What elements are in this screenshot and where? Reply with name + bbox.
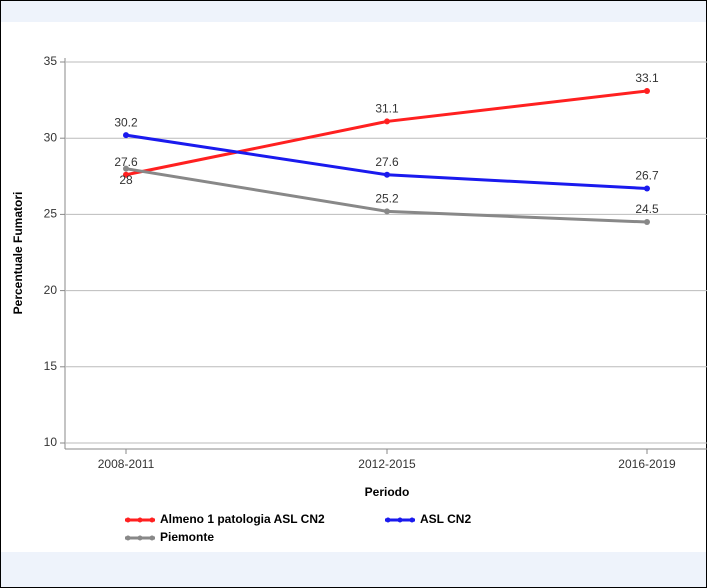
point — [384, 171, 390, 178]
legend-label: Almeno 1 patologia ASL CN2 — [160, 512, 325, 526]
data-label: 24.5 — [635, 202, 659, 216]
legend-dot — [137, 517, 143, 523]
x-tick-label: 2012-2015 — [358, 457, 416, 471]
x-axis-title: Periodo — [365, 485, 410, 499]
y-tick-label: 20 — [44, 283, 58, 297]
legend-dot — [385, 517, 391, 523]
legend-dot — [125, 517, 131, 523]
point — [123, 165, 129, 172]
x-tick-label: 2016-2019 — [618, 457, 676, 471]
top-band — [0, 0, 707, 22]
legend-label: ASL CN2 — [420, 512, 471, 526]
legend-dot — [397, 517, 403, 523]
y-tick-label: 10 — [44, 435, 58, 449]
data-label: 27.6 — [114, 155, 138, 169]
y-tick-label: 35 — [44, 54, 58, 68]
data-label: 25.2 — [375, 192, 399, 206]
legend-dot — [149, 535, 155, 541]
data-label: 26.7 — [635, 169, 659, 183]
data-label: 27.6 — [375, 155, 399, 169]
data-label: 33.1 — [635, 71, 659, 85]
legend-dot — [137, 535, 143, 541]
point — [384, 208, 390, 215]
point — [644, 87, 650, 94]
data-label: 31.1 — [375, 102, 399, 116]
y-axis-title: Percentuale Fumatori — [11, 192, 25, 315]
point — [384, 118, 390, 125]
y-tick-label: 25 — [44, 207, 58, 221]
legend-dot — [409, 517, 415, 523]
x-tick-label: 2008-2011 — [98, 457, 155, 471]
legend-dot — [125, 535, 131, 541]
data-label: 28 — [119, 173, 133, 187]
legend-dot — [149, 517, 155, 523]
point — [123, 171, 129, 178]
y-tick-label: 30 — [44, 130, 58, 144]
point — [123, 132, 129, 139]
point — [644, 219, 650, 226]
legend-label: Piemonte — [160, 530, 214, 544]
data-label: 30.2 — [114, 115, 138, 129]
point — [644, 185, 650, 192]
bottom-band — [0, 552, 707, 588]
y-tick-label: 15 — [44, 359, 58, 373]
